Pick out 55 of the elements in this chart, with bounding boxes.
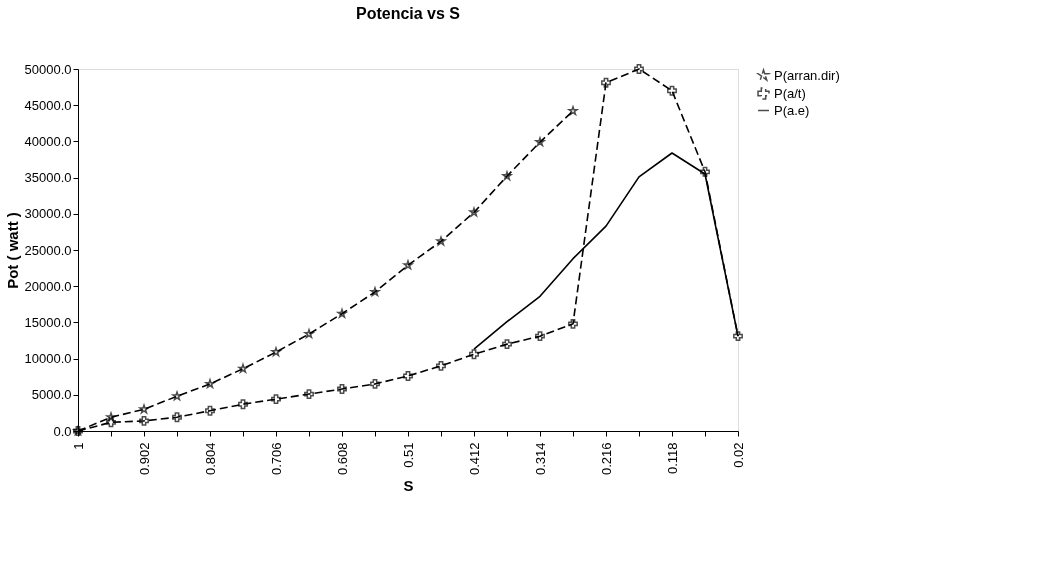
x-tick-label: 0.314 bbox=[532, 442, 548, 476]
y-tick-label: 0.0 bbox=[53, 423, 72, 439]
x-tick-label: 0.804 bbox=[202, 442, 218, 476]
x-tick-label: 0.51 bbox=[400, 442, 416, 468]
point bbox=[502, 339, 512, 350]
x-tick-label: 0.118 bbox=[664, 442, 680, 475]
y-tick-label: 20000.0 bbox=[24, 278, 72, 294]
point bbox=[634, 64, 644, 74]
x-tick-label: 0.02 bbox=[730, 442, 746, 468]
y-tick-label: 50000.0 bbox=[24, 61, 72, 77]
legend-label: P(a/t) bbox=[774, 85, 806, 101]
point bbox=[139, 415, 149, 426]
point bbox=[370, 379, 380, 389]
y-tick-label: 25000.0 bbox=[24, 242, 72, 258]
point bbox=[667, 85, 677, 96]
point bbox=[205, 405, 215, 416]
point bbox=[337, 308, 347, 318]
point bbox=[271, 394, 281, 405]
y-tick-label: 5000.0 bbox=[31, 387, 72, 403]
point bbox=[139, 404, 149, 414]
y-tick-label: 45000.0 bbox=[24, 97, 72, 113]
point bbox=[238, 399, 248, 410]
point bbox=[106, 412, 116, 422]
point bbox=[700, 166, 710, 177]
x-tick-label: 0.706 bbox=[268, 442, 284, 476]
legend-label: P(arran.dir) bbox=[774, 67, 840, 83]
y-tick-label: 35000.0 bbox=[24, 170, 72, 186]
point bbox=[337, 384, 347, 394]
point bbox=[238, 363, 248, 373]
x-axis-title: S bbox=[403, 477, 414, 495]
y-tick-label: 10000.0 bbox=[24, 351, 72, 367]
x-tick-label: 0.412 bbox=[466, 442, 482, 476]
legend-label: P(a.e) bbox=[774, 102, 810, 118]
point bbox=[403, 371, 413, 381]
x-tick-label: 0.902 bbox=[136, 442, 152, 476]
point bbox=[733, 331, 743, 342]
point bbox=[568, 318, 578, 329]
point bbox=[535, 331, 545, 342]
y-tick-label: 30000.0 bbox=[24, 206, 72, 222]
point bbox=[436, 360, 446, 371]
y-axis-title: Pot ( watt ) bbox=[3, 212, 21, 289]
point bbox=[469, 207, 479, 217]
point bbox=[436, 236, 446, 246]
x-tick-label: 0.216 bbox=[598, 442, 614, 476]
point bbox=[304, 389, 314, 400]
y-tick-label: 40000.0 bbox=[24, 133, 72, 149]
point bbox=[469, 349, 479, 360]
x-tick-label: 0.608 bbox=[334, 442, 350, 476]
point bbox=[106, 417, 116, 428]
x-tick-label: 1 bbox=[70, 442, 86, 450]
point bbox=[601, 77, 611, 88]
point bbox=[172, 412, 182, 423]
point bbox=[172, 391, 182, 401]
chart-title: Potencia vs S bbox=[355, 4, 461, 22]
y-tick-label: 15000.0 bbox=[24, 314, 72, 330]
